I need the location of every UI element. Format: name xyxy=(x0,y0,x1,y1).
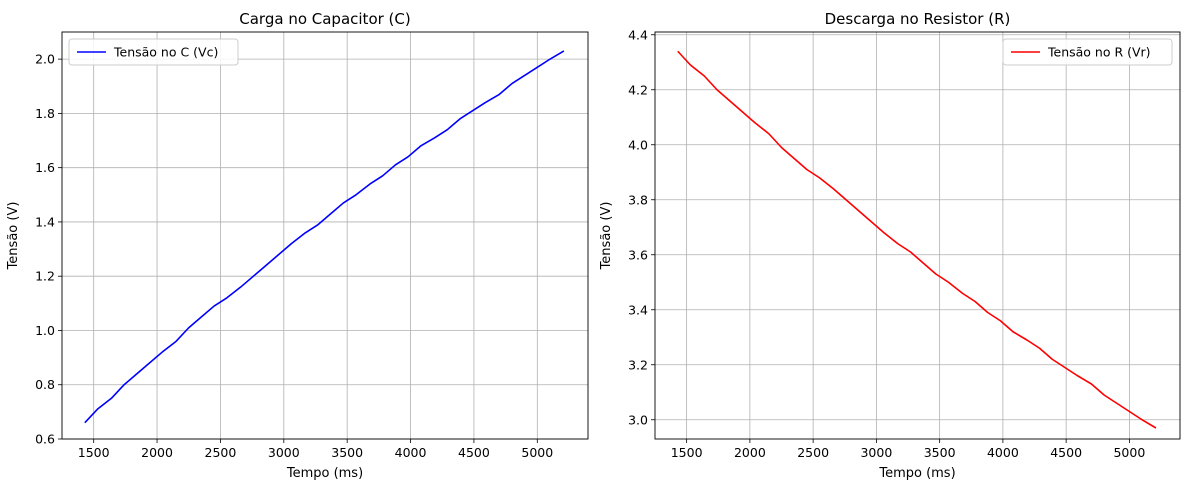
chart-1-x-tick-label-0: 1500 xyxy=(78,445,110,460)
chart-2-y-tick-label-3: 3.6 xyxy=(628,247,648,262)
chart-1-y-tick-label-7: 2.0 xyxy=(35,52,55,67)
chart-2-y-axis-label: Tensão (V) xyxy=(599,202,614,271)
chart-2-y-tick-label-6: 4.2 xyxy=(628,82,648,97)
chart-2-x-tick-label-1: 2000 xyxy=(734,445,766,460)
chart-2-x-tick-label-5: 4000 xyxy=(987,445,1019,460)
chart-2-axes-frame xyxy=(654,31,1181,440)
chart-1-x-tick-label-2: 2500 xyxy=(205,445,237,460)
chart-2-series-line-0 xyxy=(677,50,1157,429)
chart-2-x-tick-label-4: 3500 xyxy=(924,445,956,460)
chart-2-x-tick-label-6: 4500 xyxy=(1050,445,1082,460)
chart-2-legend-label: Tensão no R (Vr) xyxy=(1047,45,1151,60)
chart-1-x-tick-label-1: 2000 xyxy=(141,445,173,460)
chart-1-y-tick-label-4: 1.4 xyxy=(35,214,55,229)
chart-1-x-tick-label-5: 4000 xyxy=(395,445,427,460)
chart-1-y-tick-label-1: 0.8 xyxy=(35,377,55,392)
chart-2: 1500 2000 2500 3000 3500 4000 4500 5000 3.0 3.2 3.… xyxy=(599,10,1181,481)
chart-2-title: Descarga no Resistor (R) xyxy=(825,10,1011,28)
chart-1-y-tick-label-3: 1.2 xyxy=(35,269,55,284)
chart-1-y-axis-label: Tensão (V) xyxy=(6,202,21,271)
chart-2-y-tick-label-5: 4.0 xyxy=(628,137,648,152)
chart-2-x-tick-label-7: 5000 xyxy=(1113,445,1145,460)
chart-2-y-tick-label-1: 3.2 xyxy=(628,357,648,372)
chart-2-x-tick-label-3: 3000 xyxy=(860,445,892,460)
chart-1-y-tick-label-6: 1.8 xyxy=(35,106,55,121)
chart-2-x-tick-label-0: 1500 xyxy=(671,445,703,460)
chart-1-x-tick-label-7: 5000 xyxy=(521,445,553,460)
chart-2-y-tick-label-0: 3.0 xyxy=(628,412,648,427)
chart-1-series-line-0 xyxy=(84,50,565,424)
chart-2-y-tick-label-7: 4.4 xyxy=(628,27,648,42)
chart-1-legend-label: Tensão no C (Vc) xyxy=(113,45,218,60)
chart-1-x-tick-label-3: 3000 xyxy=(268,445,300,460)
chart-1-x-axis-label: Tempo (ms) xyxy=(286,466,363,481)
chart-2-x-tick-label-2: 2500 xyxy=(797,445,829,460)
chart-2-x-axis-label: Tempo (ms) xyxy=(878,466,955,481)
chart-2-legend-box xyxy=(1002,38,1173,66)
chart-2-y-tick-label-2: 3.4 xyxy=(628,302,648,317)
chart-1-legend: Tensão no C (Vc) xyxy=(68,38,239,66)
chart-1-y-tick-label-2: 1.0 xyxy=(35,323,55,338)
chart-1: 1500 2000 2500 3000 3500 4000 4500 5000 0.6 0.8 1.… xyxy=(6,10,589,481)
chart-1-axes-frame xyxy=(61,31,589,440)
chart-2-legend: Tensão no R (Vr) xyxy=(1002,38,1173,66)
chart-2-y-tick-label-4: 3.8 xyxy=(628,192,648,207)
chart-1-legend-box xyxy=(68,38,239,66)
chart-1-x-tick-label-6: 4500 xyxy=(458,445,490,460)
chart-1-x-tick-label-4: 3500 xyxy=(331,445,363,460)
chart-1-y-tick-label-5: 1.6 xyxy=(35,160,55,175)
chart-1-title: Carga no Capacitor (C) xyxy=(239,10,410,28)
chart-1-y-tick-label-0: 0.6 xyxy=(35,432,55,447)
